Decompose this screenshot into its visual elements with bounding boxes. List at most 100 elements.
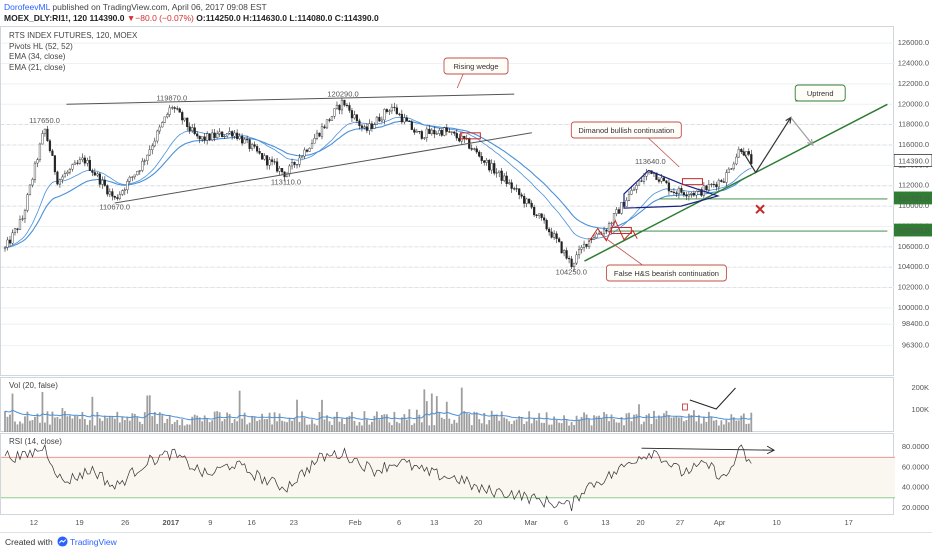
diamond-pattern[interactable] bbox=[623, 169, 720, 209]
candle-body bbox=[116, 197, 119, 199]
candle-body bbox=[18, 219, 22, 230]
candle-body bbox=[597, 233, 601, 235]
candle-body bbox=[186, 117, 189, 127]
volume-bar bbox=[41, 391, 44, 432]
volume-bar bbox=[321, 399, 323, 432]
candle-body bbox=[740, 149, 743, 152]
pullback-arrow[interactable] bbox=[790, 117, 814, 146]
candle-body bbox=[605, 229, 608, 232]
volume-bar bbox=[286, 422, 288, 432]
price-chart[interactable]: 117650.0 119870.0 120290.0 110670.0 113110.0… bbox=[1, 27, 895, 377]
candle-body bbox=[208, 133, 211, 141]
candle-body bbox=[86, 160, 89, 164]
volume-axis[interactable]: 200K 100K bbox=[894, 377, 932, 432]
pivot-label: 104250.0 bbox=[556, 268, 587, 277]
callout-text: Rising wedge bbox=[453, 62, 498, 71]
candle-body bbox=[582, 243, 586, 248]
candle-body bbox=[378, 116, 381, 122]
volume-bar bbox=[253, 416, 256, 432]
price-panel[interactable]: 117650.0 119870.0 120290.0 110670.0 113110.0… bbox=[0, 26, 895, 377]
candle-body bbox=[161, 122, 164, 128]
volume-chart[interactable] bbox=[1, 378, 895, 433]
candle-body bbox=[56, 171, 59, 185]
volume-panel[interactable]: Vol (20, false) bbox=[0, 377, 894, 432]
rsi-axis[interactable]: 80.0000 60.0000 40.0000 20.0000 bbox=[894, 433, 932, 515]
candle-body bbox=[490, 163, 493, 171]
tradingview-brand[interactable]: TradingView bbox=[70, 537, 117, 547]
candle-body bbox=[278, 168, 281, 172]
author-name[interactable]: DorofeevML bbox=[4, 2, 50, 12]
candle-body bbox=[438, 130, 441, 134]
volume-bar bbox=[418, 414, 421, 432]
symbol-label: MOEX_DLY:RI1!, 120 bbox=[4, 13, 88, 23]
wedge-upper-line[interactable] bbox=[66, 93, 515, 105]
time-tick-label: 17 bbox=[844, 518, 852, 527]
volume-bar bbox=[483, 412, 486, 432]
legend-pivots: Pivots HL (52, 52) bbox=[9, 41, 73, 51]
candle-body bbox=[722, 181, 725, 183]
candle-body bbox=[36, 159, 39, 164]
candle-body bbox=[183, 117, 186, 121]
callout-box[interactable] bbox=[794, 84, 846, 102]
candle-body bbox=[525, 198, 528, 204]
volume-bar bbox=[338, 421, 341, 432]
wedge-lower-line[interactable] bbox=[114, 132, 532, 204]
candle-body bbox=[390, 106, 393, 112]
callout-box[interactable] bbox=[605, 264, 727, 282]
candle-body bbox=[383, 109, 386, 121]
volume-bar bbox=[73, 415, 76, 432]
candle-body bbox=[413, 129, 416, 133]
volume-bar bbox=[256, 421, 258, 432]
callout-box[interactable] bbox=[570, 121, 682, 139]
candle-body bbox=[555, 233, 558, 239]
volume-bar bbox=[640, 424, 643, 432]
rsi-chart[interactable] bbox=[1, 434, 895, 516]
pullback-arrow-head bbox=[807, 139, 814, 147]
candle-body bbox=[655, 172, 658, 180]
candle-body bbox=[330, 116, 334, 121]
candle-body bbox=[151, 145, 154, 151]
volume-bar bbox=[445, 401, 448, 432]
candle-body bbox=[745, 151, 748, 156]
candle-body bbox=[617, 209, 621, 214]
candle-body bbox=[246, 139, 249, 141]
candle-body bbox=[191, 127, 194, 131]
rsi-panel[interactable]: RSI (14, close) bbox=[0, 433, 895, 516]
candle-body bbox=[228, 131, 231, 134]
volume-bar bbox=[241, 418, 244, 432]
volume-bar bbox=[523, 424, 526, 432]
candle-body bbox=[353, 114, 356, 119]
candle-body bbox=[340, 99, 344, 111]
projection-arrow[interactable] bbox=[741, 117, 792, 174]
rsi-tick-label: 20.0000 bbox=[902, 503, 929, 512]
head-and-shoulders-pattern[interactable] bbox=[588, 219, 638, 242]
volume-bar bbox=[203, 415, 206, 432]
price-axis[interactable]: 126000.0 124000.0 122000.0 120000.0 118000.0… bbox=[894, 26, 932, 376]
callout-box[interactable] bbox=[443, 57, 509, 75]
time-axis[interactable]: 12 19 26 2017 9 16 23 Feb 6 13 20 Mar 6 13 20 27 Apr 10 17 bbox=[0, 515, 894, 531]
candle-body bbox=[265, 155, 269, 166]
volume-bar bbox=[690, 414, 693, 432]
candle-body bbox=[485, 160, 488, 163]
candle-body bbox=[627, 194, 631, 201]
volume-bar bbox=[218, 412, 221, 432]
volume-bar bbox=[283, 421, 286, 432]
volume-bar bbox=[420, 422, 423, 432]
candle-body bbox=[218, 131, 221, 134]
ema-21-line bbox=[4, 116, 752, 248]
breakout-box bbox=[459, 132, 481, 140]
candle-body bbox=[211, 132, 214, 141]
volume-bar bbox=[216, 411, 219, 432]
candle-body bbox=[680, 187, 683, 193]
volume-bar bbox=[71, 418, 74, 432]
candle-body bbox=[333, 108, 336, 117]
volume-bar bbox=[650, 423, 653, 432]
volume-bar bbox=[276, 421, 278, 432]
volume-bar bbox=[458, 416, 461, 432]
candle-body bbox=[201, 136, 204, 140]
volume-bar bbox=[103, 415, 106, 432]
candle-body bbox=[418, 131, 421, 133]
volume-bar bbox=[545, 412, 548, 432]
candle-body bbox=[528, 198, 531, 204]
volume-bar bbox=[593, 415, 595, 432]
